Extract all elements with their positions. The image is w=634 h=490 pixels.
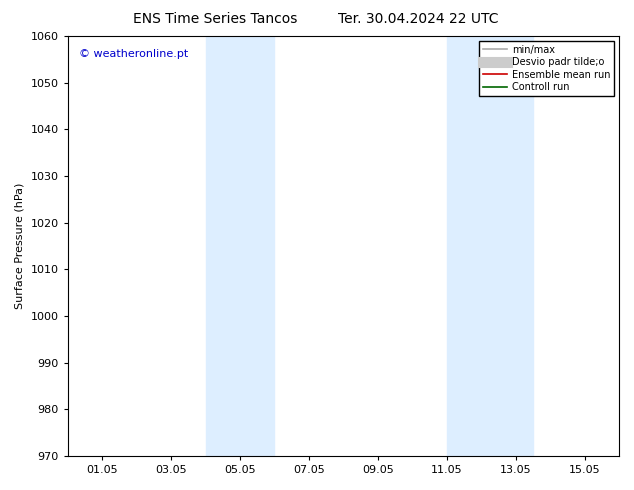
Y-axis label: Surface Pressure (hPa): Surface Pressure (hPa) — [15, 183, 25, 309]
Legend: min/max, Desvio padr tilde;o, Ensemble mean run, Controll run: min/max, Desvio padr tilde;o, Ensemble m… — [479, 41, 614, 96]
Text: Ter. 30.04.2024 22 UTC: Ter. 30.04.2024 22 UTC — [338, 12, 499, 26]
Text: © weatheronline.pt: © weatheronline.pt — [79, 49, 188, 59]
Bar — [205, 36, 275, 456]
Bar — [447, 36, 533, 456]
Text: ENS Time Series Tancos: ENS Time Series Tancos — [133, 12, 298, 26]
